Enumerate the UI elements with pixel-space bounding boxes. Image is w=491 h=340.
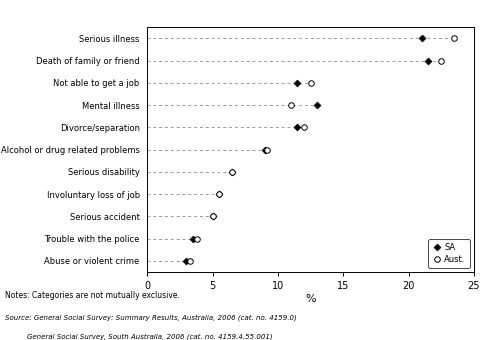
Text: General Social Survey, South Australia, 2006 (cat. no. 4159.4.55.001): General Social Survey, South Australia, … xyxy=(27,333,273,340)
X-axis label: %: % xyxy=(305,294,316,304)
Text: Notes: Categories are not mutually exclusive.: Notes: Categories are not mutually exclu… xyxy=(5,291,180,300)
Text: Source: General Social Survey: Summary Results, Australia, 2006 (cat. no. 4159.0: Source: General Social Survey: Summary R… xyxy=(5,314,297,321)
Legend: SA, Aust.: SA, Aust. xyxy=(428,239,470,268)
